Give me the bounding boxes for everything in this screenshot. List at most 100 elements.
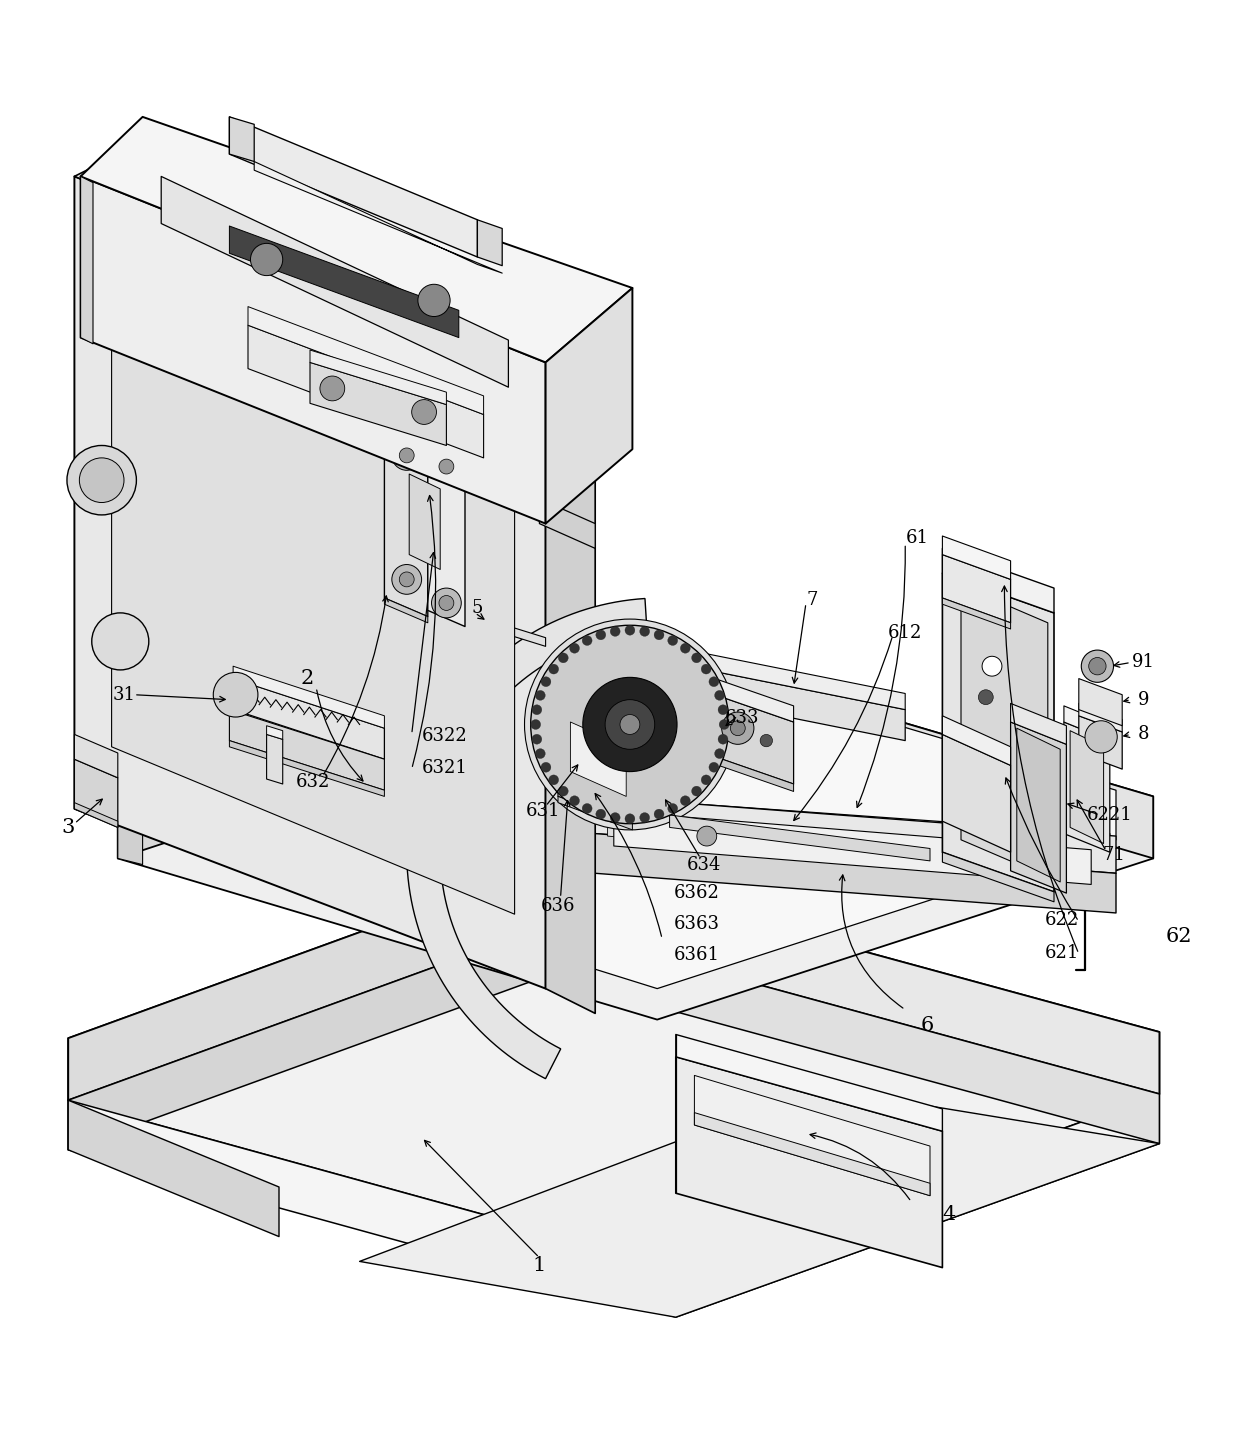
Polygon shape xyxy=(68,1100,279,1236)
Circle shape xyxy=(653,630,663,640)
Circle shape xyxy=(432,588,461,618)
Text: 621: 621 xyxy=(1044,943,1079,962)
Polygon shape xyxy=(589,797,1110,884)
Circle shape xyxy=(714,690,724,700)
Polygon shape xyxy=(1064,706,1110,741)
Polygon shape xyxy=(81,176,546,524)
Text: 91: 91 xyxy=(1132,654,1154,671)
Circle shape xyxy=(709,762,719,773)
Polygon shape xyxy=(688,666,905,741)
Circle shape xyxy=(982,656,1002,676)
Circle shape xyxy=(1089,657,1106,674)
Circle shape xyxy=(532,705,542,715)
Text: 6363: 6363 xyxy=(673,915,719,933)
Polygon shape xyxy=(233,679,384,760)
Polygon shape xyxy=(229,117,254,162)
Circle shape xyxy=(558,786,568,796)
Circle shape xyxy=(701,775,711,786)
Polygon shape xyxy=(942,554,1011,622)
Circle shape xyxy=(692,653,702,663)
Polygon shape xyxy=(942,598,1011,630)
Circle shape xyxy=(640,627,650,637)
Polygon shape xyxy=(1070,731,1104,843)
Text: 9: 9 xyxy=(1137,690,1149,709)
Polygon shape xyxy=(1079,716,1122,770)
Circle shape xyxy=(668,803,678,813)
Circle shape xyxy=(697,826,717,846)
Polygon shape xyxy=(1079,703,1122,732)
Circle shape xyxy=(681,643,691,653)
Text: 2: 2 xyxy=(301,669,314,689)
Circle shape xyxy=(549,775,559,786)
Circle shape xyxy=(701,664,711,674)
Polygon shape xyxy=(167,827,552,939)
Circle shape xyxy=(432,452,461,481)
Polygon shape xyxy=(558,797,632,830)
Polygon shape xyxy=(233,666,384,728)
Circle shape xyxy=(213,673,258,718)
Polygon shape xyxy=(942,573,1054,892)
Polygon shape xyxy=(192,812,546,928)
Polygon shape xyxy=(248,325,484,458)
Circle shape xyxy=(536,748,546,758)
Polygon shape xyxy=(676,1034,942,1131)
Circle shape xyxy=(392,440,422,471)
Polygon shape xyxy=(558,697,632,736)
Polygon shape xyxy=(942,735,1011,852)
Circle shape xyxy=(439,459,454,474)
Polygon shape xyxy=(409,474,440,569)
Text: 6322: 6322 xyxy=(422,726,467,745)
Circle shape xyxy=(412,400,436,425)
Circle shape xyxy=(531,719,541,729)
Text: 6361: 6361 xyxy=(673,946,719,965)
Circle shape xyxy=(399,572,414,586)
Circle shape xyxy=(549,664,559,674)
Polygon shape xyxy=(1011,703,1066,744)
Circle shape xyxy=(709,677,719,687)
Polygon shape xyxy=(942,716,1011,765)
Polygon shape xyxy=(1064,722,1110,852)
Polygon shape xyxy=(229,227,459,338)
Circle shape xyxy=(610,813,620,823)
Circle shape xyxy=(392,565,422,595)
Circle shape xyxy=(718,734,728,744)
Polygon shape xyxy=(614,812,1091,884)
Polygon shape xyxy=(118,635,1153,1019)
Polygon shape xyxy=(539,498,595,549)
Circle shape xyxy=(681,796,691,806)
Circle shape xyxy=(719,719,729,729)
Circle shape xyxy=(531,625,729,823)
Text: 7: 7 xyxy=(806,592,818,609)
Text: 71: 71 xyxy=(1102,846,1125,864)
Circle shape xyxy=(714,748,724,758)
Polygon shape xyxy=(670,814,930,861)
Polygon shape xyxy=(74,735,118,778)
Circle shape xyxy=(92,612,149,670)
Polygon shape xyxy=(384,419,428,455)
Text: 634: 634 xyxy=(687,856,722,874)
Circle shape xyxy=(525,619,735,830)
Circle shape xyxy=(596,630,606,640)
Circle shape xyxy=(605,700,655,749)
Polygon shape xyxy=(310,349,446,404)
Circle shape xyxy=(399,448,414,464)
Polygon shape xyxy=(704,674,794,722)
Circle shape xyxy=(250,244,283,276)
Polygon shape xyxy=(167,778,552,933)
Text: 62: 62 xyxy=(1166,927,1192,946)
Text: 636: 636 xyxy=(541,897,575,914)
Circle shape xyxy=(653,809,663,819)
Circle shape xyxy=(625,814,635,823)
Polygon shape xyxy=(942,536,1011,579)
Polygon shape xyxy=(570,722,626,797)
Polygon shape xyxy=(360,1087,1159,1317)
Polygon shape xyxy=(589,846,1110,894)
Polygon shape xyxy=(490,865,552,911)
Circle shape xyxy=(582,803,591,813)
Polygon shape xyxy=(310,362,446,446)
Circle shape xyxy=(569,796,579,806)
Polygon shape xyxy=(490,621,546,647)
Polygon shape xyxy=(942,852,1054,902)
Polygon shape xyxy=(694,1076,930,1196)
Polygon shape xyxy=(1011,722,1066,894)
